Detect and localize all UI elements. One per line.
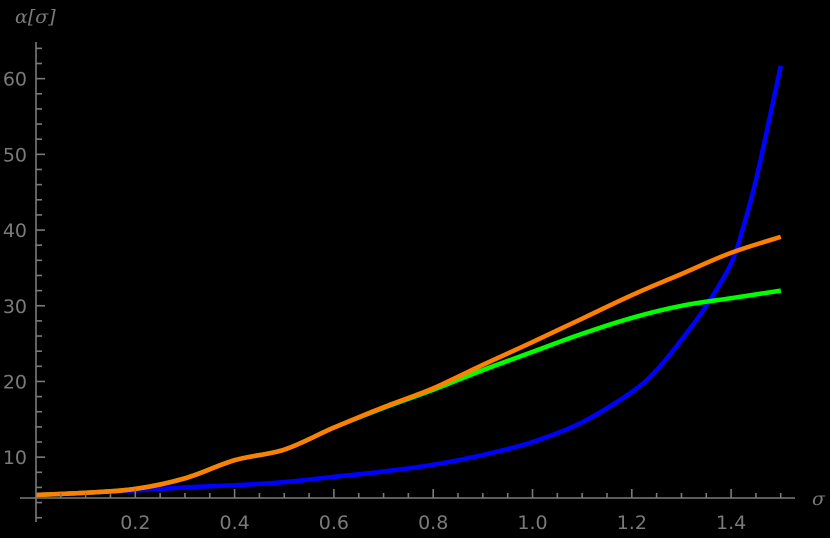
x-axis-ticks: 0.2 0.4 0.6 0.8 1.0 1.2 1.4 <box>60 489 782 534</box>
y-axis-ticks: 10 20 30 40 50 60 <box>3 47 45 519</box>
x-tick-label: 0.4 <box>219 512 249 534</box>
plot-curves <box>35 65 783 498</box>
axes: 0.2 0.4 0.6 0.8 1.0 1.2 1.4 10 20 30 40 50 60 σ α[σ… <box>3 6 826 534</box>
x-tick-label: 0.8 <box>418 512 448 534</box>
y-tick-label: 50 <box>3 144 27 166</box>
y-tick-label: 40 <box>3 220 27 242</box>
y-axis-label: α[σ] <box>15 6 56 28</box>
y-tick-label: 10 <box>3 447 27 469</box>
y-tick-label: 20 <box>3 371 27 393</box>
y-tick-label: 60 <box>3 69 27 91</box>
y-tick-label: 30 <box>3 296 27 318</box>
curve-orange <box>35 234 782 498</box>
curve-green <box>35 288 782 498</box>
x-tick-label: 1.0 <box>517 512 547 534</box>
x-tick-label: 0.6 <box>319 512 349 534</box>
x-tick-label: 1.2 <box>617 512 647 534</box>
x-axis-label: σ <box>812 488 826 510</box>
curve-blue <box>35 65 783 498</box>
x-tick-label: 1.4 <box>716 512 746 534</box>
x-tick-label: 0.2 <box>120 512 150 534</box>
